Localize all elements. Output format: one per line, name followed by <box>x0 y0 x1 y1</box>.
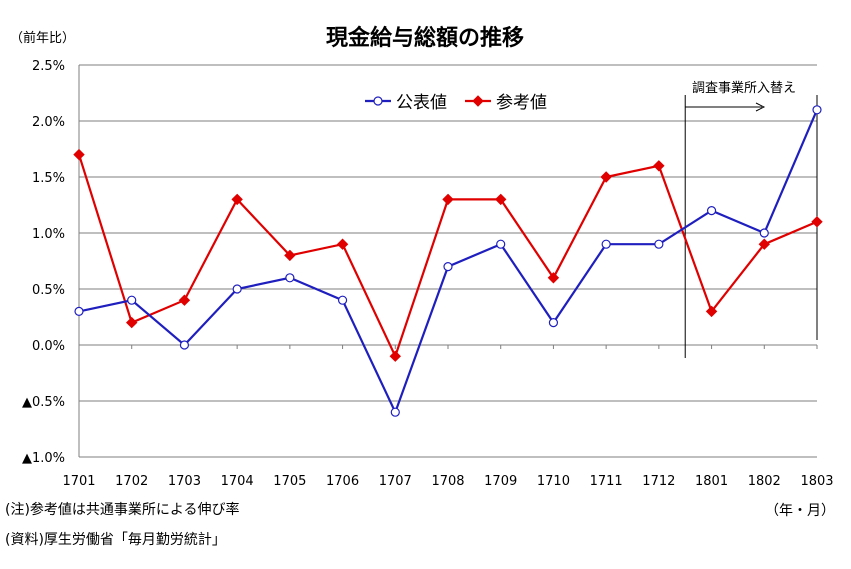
series-reference <box>73 148 823 362</box>
annotation-arrow-head <box>755 102 766 112</box>
y-tick-label: 1.5% <box>32 171 65 186</box>
x-tick-label: 1709 <box>484 474 517 489</box>
data-point <box>390 407 400 417</box>
data-point <box>389 350 401 362</box>
x-tick-label: 1702 <box>115 474 148 489</box>
x-tick-label: 1711 <box>590 474 623 489</box>
data-point <box>654 239 664 249</box>
data-point <box>653 160 665 172</box>
y-tick-label: ▲0.5% <box>22 395 65 410</box>
x-unit-label: （年・月） <box>765 503 835 519</box>
y-tick-label: 0.0% <box>32 339 65 354</box>
data-point <box>601 239 611 249</box>
series-published <box>74 105 822 417</box>
data-point <box>285 273 295 283</box>
data-point <box>705 305 718 318</box>
x-tick-label: 1801 <box>695 474 728 489</box>
series-line <box>78 109 819 416</box>
grid-lines <box>78 64 818 458</box>
data-point <box>74 306 84 316</box>
x-tick-label: 1803 <box>800 474 833 489</box>
data-point <box>759 228 769 238</box>
y-tick-labels: 2.5% 2.0% 1.5% 1.0% 0.5% 0.0% ▲0.5% ▲1.0% <box>22 59 65 466</box>
y-tick-label: 0.5% <box>32 283 65 298</box>
data-point <box>126 316 138 329</box>
data-point <box>758 238 770 250</box>
y-tick-label: 2.0% <box>32 115 65 130</box>
x-tick-label: 1802 <box>748 474 781 489</box>
data-point <box>336 238 349 250</box>
x-tick-label: 1707 <box>379 474 412 489</box>
series-lines <box>73 105 823 417</box>
x-tick-label: 1708 <box>431 474 464 489</box>
x-tick-label: 1705 <box>273 474 306 489</box>
data-point <box>812 105 822 115</box>
x-tick-label: 1704 <box>221 474 254 489</box>
annotation: 調査事業所入替え <box>684 80 818 358</box>
data-point <box>232 284 242 294</box>
legend-label: 参考値 <box>496 93 547 113</box>
chart-title: 現金給与総額の推移 <box>326 25 524 51</box>
y-tick-label: 2.5% <box>32 59 65 74</box>
x-tick-label: 1701 <box>62 474 95 489</box>
source-text: (資料)厚生労働省「毎月勤労統計」 <box>5 532 226 548</box>
x-tick-labels: 1701 1702 1703 1704 1705 1706 1707 1708 1709 1710… <box>62 474 833 489</box>
data-point <box>231 193 243 206</box>
data-point <box>547 272 560 284</box>
y-tick-label: ▲1.0% <box>22 451 65 466</box>
x-tick-label: 1712 <box>642 474 675 489</box>
series-line <box>77 154 818 360</box>
y-tick-label: 1.0% <box>32 227 65 242</box>
data-point <box>496 239 506 249</box>
data-point <box>495 193 507 206</box>
data-point <box>127 295 137 305</box>
data-point <box>373 96 383 106</box>
x-tick-label: 1706 <box>326 474 359 489</box>
legend-label: 公表値 <box>396 93 447 113</box>
y-unit-label: （前年比） <box>10 30 75 46</box>
data-point <box>600 171 612 183</box>
note-text: (注)参考値は共通事業所による伸び率 <box>5 501 240 518</box>
annotation-label: 調査事業所入替え <box>692 80 796 96</box>
data-point <box>442 193 454 206</box>
data-point <box>178 294 191 306</box>
x-tick-label: 1710 <box>537 474 570 489</box>
data-point <box>443 262 453 272</box>
x-tick-label: 1703 <box>168 474 201 489</box>
data-point <box>284 249 296 262</box>
data-point <box>472 95 484 107</box>
data-point <box>706 206 717 216</box>
legend: 公表値 参考値 <box>365 93 547 113</box>
data-point <box>548 318 559 328</box>
data-point <box>811 216 823 228</box>
data-point <box>73 148 85 161</box>
data-point <box>179 340 190 350</box>
data-point <box>337 295 348 305</box>
